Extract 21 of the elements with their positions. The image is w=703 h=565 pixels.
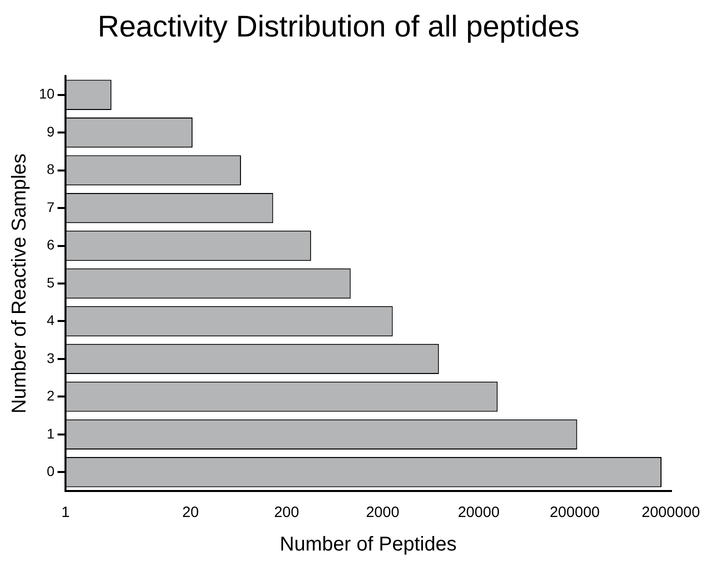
chart-title: Reactivity Distribution of all peptides bbox=[98, 10, 580, 44]
y-tick-label: 4 bbox=[46, 312, 55, 328]
x-tick-label: 200 bbox=[274, 504, 300, 522]
x-axis-title: Number of Peptides bbox=[280, 534, 457, 556]
y-tick-label: 2 bbox=[46, 388, 55, 404]
x-tick-label: 1 bbox=[61, 504, 70, 522]
x-tick-label: 2000000 bbox=[642, 504, 700, 522]
y-tick-label: 7 bbox=[46, 198, 55, 215]
y-tick-label: 6 bbox=[46, 236, 55, 253]
x-tick-label: 2000 bbox=[366, 504, 400, 522]
y-tick-label: 5 bbox=[46, 274, 55, 290]
x-tick-label: 200000 bbox=[550, 504, 600, 522]
y-tick-label: 10 bbox=[38, 86, 55, 102]
y-tick-label: 1 bbox=[46, 425, 55, 442]
y-axis-title: Number of Reactive Samples bbox=[8, 153, 31, 414]
y-tick-label: 0 bbox=[46, 462, 55, 479]
y-tick-label: 9 bbox=[46, 123, 55, 140]
x-tick-label: 20 bbox=[182, 504, 199, 522]
x-tick-label: 20000 bbox=[458, 504, 500, 522]
y-tick-label: 8 bbox=[46, 161, 55, 178]
y-tick-label: 3 bbox=[46, 350, 55, 366]
